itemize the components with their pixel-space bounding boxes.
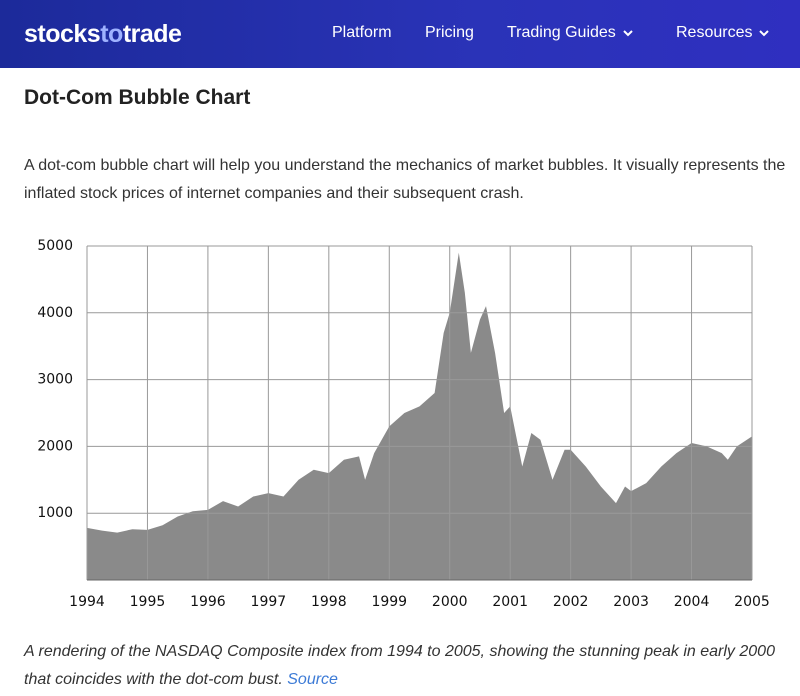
nav-item[interactable]: Resources — [676, 24, 770, 42]
nav-label: Trading Guides — [507, 24, 616, 41]
x-tick-label: 1998 — [311, 594, 347, 610]
nav-label: Platform — [332, 24, 392, 41]
x-tick-label: 2003 — [613, 594, 649, 610]
x-tick-label: 1995 — [130, 594, 166, 610]
y-tick-label: 4000 — [37, 305, 73, 321]
x-tick-label: 2000 — [432, 594, 468, 610]
x-tick-label: 1997 — [251, 594, 287, 610]
y-tick-label: 1000 — [37, 505, 73, 521]
caption-text: A rendering of the NASDAQ Composite inde… — [24, 643, 775, 688]
x-tick-label: 1994 — [69, 594, 105, 610]
logo-part: to — [100, 20, 123, 48]
intro-text: A dot-com bubble chart will help you und… — [24, 157, 786, 202]
area — [87, 252, 752, 580]
y-tick-label: 2000 — [37, 438, 73, 454]
x-tick-label: 2002 — [553, 594, 589, 610]
logo-part: stocks — [24, 20, 101, 48]
nav-item[interactable]: Pricing — [425, 24, 474, 42]
y-tick-label: 5000 — [37, 238, 73, 254]
y-tick-label: 3000 — [37, 372, 73, 388]
nav-label: Resources — [676, 24, 753, 41]
x-tick-label: 1999 — [371, 594, 407, 610]
x-tick-label: 2005 — [734, 594, 770, 610]
nav-label: Pricing — [425, 24, 474, 41]
chart: 1994 1995 1996 1997 1998 1999 2000 2001 2002 2003… — [37, 238, 770, 610]
logo[interactable]: stockstotrade — [24, 20, 182, 49]
source-link[interactable]: Source — [287, 671, 338, 688]
chevron — [759, 30, 770, 37]
nav-item[interactable]: Trading Guides — [507, 24, 634, 42]
heading: Dot-Com Bubble Chart — [24, 86, 251, 109]
logo-part: trade — [122, 20, 182, 48]
caption: A rendering of the NASDAQ Composite inde… — [24, 638, 794, 694]
x-tick-label: 2004 — [674, 594, 710, 610]
nav-bar: stockstotrade Platform Pricing Trading G… — [0, 0, 800, 68]
nav-item[interactable]: Platform — [332, 24, 392, 42]
x-tick-label: 1996 — [190, 594, 226, 610]
chevron — [623, 30, 633, 37]
x-tick-label: 2001 — [492, 594, 528, 610]
